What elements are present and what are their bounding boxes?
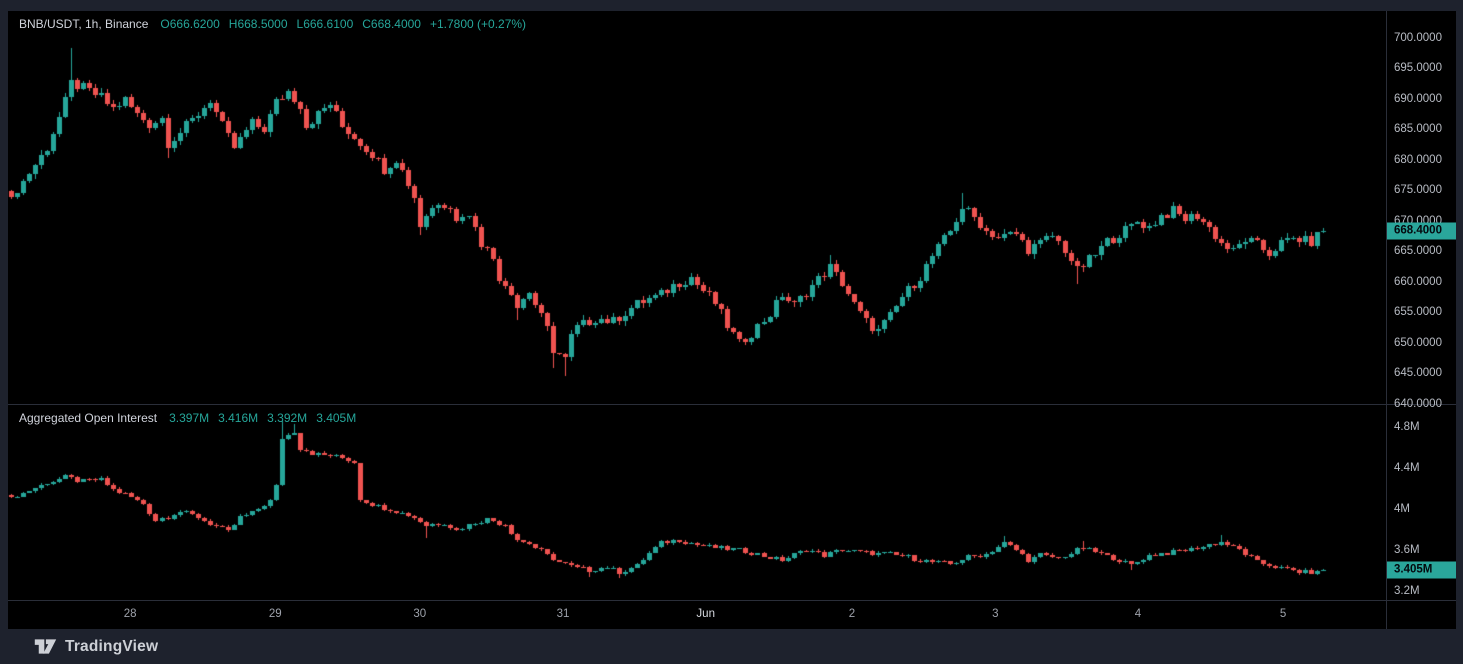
oi-tick-4.4M: 4.4M: [1394, 462, 1420, 475]
price-tick-690.0000: 690.0000: [1394, 92, 1442, 105]
last-open-interest-label: 3.405M: [1387, 561, 1456, 579]
price-tick-660.0000: 660.0000: [1394, 275, 1442, 288]
tradingview-logo-icon: [34, 639, 57, 654]
ohlc-item: O666.6200: [160, 17, 220, 31]
indicator-value: 3.392M: [267, 411, 308, 425]
time-tick-30: 30: [413, 608, 427, 620]
oi-tick-3.2M: 3.2M: [1394, 584, 1420, 597]
indicator-title[interactable]: Aggregated Open Interest: [19, 411, 158, 425]
oi-tick-3.6M: 3.6M: [1394, 543, 1420, 556]
symbol-title[interactable]: BNB/USDT, 1h, Binance: [19, 17, 149, 31]
indicator-value: 3.405M: [316, 411, 357, 425]
ohlc-item: L666.6100: [296, 17, 354, 31]
time-tick-29: 29: [268, 608, 282, 620]
price-axis-border: [1386, 11, 1387, 629]
tradingview-brand-text[interactable]: TradingView: [65, 637, 159, 655]
time-tick-Jun: Jun: [696, 608, 715, 620]
time-tick-5: 5: [1279, 608, 1287, 620]
oi-tick-4M: 4M: [1394, 503, 1410, 516]
price-tick-665.0000: 665.0000: [1394, 245, 1442, 258]
time-tick-31: 31: [556, 608, 570, 620]
price-tick-650.0000: 650.0000: [1394, 336, 1442, 349]
indicator-value: 3.397M: [169, 411, 210, 425]
last-price-text: 668.4000: [1394, 224, 1442, 237]
indicator-value: 3.416M: [218, 411, 259, 425]
ohlc-item: C668.4000: [362, 17, 421, 31]
price-candlestick-pane[interactable]: [8, 11, 1386, 404]
last-price-label: 668.4000: [1387, 222, 1456, 240]
price-tick-655.0000: 655.0000: [1394, 306, 1442, 319]
symbol-legend[interactable]: BNB/USDT, 1h, Binance O666.6200 H668.5000 L…: [19, 17, 526, 31]
indicator-values: 3.397M 3.416M 3.392M 3.405M: [169, 411, 365, 425]
time-axis-border: [8, 600, 1456, 601]
price-tick-685.0000: 685.0000: [1394, 123, 1442, 136]
last-oi-text: 3.405M: [1394, 563, 1433, 576]
time-tick-3: 3: [992, 608, 999, 620]
ohlc-values: O666.6200 H668.5000 L666.6100 C668.4000: [160, 17, 430, 31]
price-tick-640.0000: 640.0000: [1394, 398, 1442, 410]
time-tick-4: 4: [1134, 608, 1142, 620]
price-tick-675.0000: 675.0000: [1394, 184, 1442, 197]
footer-bar: TradingView: [0, 629, 1463, 664]
price-change-value: +1.7800 (+0.27%): [429, 17, 527, 31]
oi-tick-4.8M: 4.8M: [1394, 421, 1420, 434]
indicator-legend[interactable]: Aggregated Open Interest 3.397M 3.416M 3.39…: [19, 411, 365, 425]
price-tick-700.0000: 700.0000: [1394, 31, 1442, 44]
open-interest-pane[interactable]: [8, 405, 1386, 600]
time-tick-28: 28: [123, 608, 137, 620]
time-tick-2: 2: [848, 608, 856, 620]
price-tick-695.0000: 695.0000: [1394, 62, 1442, 75]
tradingview-logo-link[interactable]: TradingView: [34, 636, 158, 657]
price-tick-680.0000: 680.0000: [1394, 153, 1442, 166]
pane-separator[interactable]: [8, 404, 1456, 405]
price-tick-645.0000: 645.0000: [1394, 367, 1442, 380]
ohlc-item: H668.5000: [228, 17, 288, 31]
